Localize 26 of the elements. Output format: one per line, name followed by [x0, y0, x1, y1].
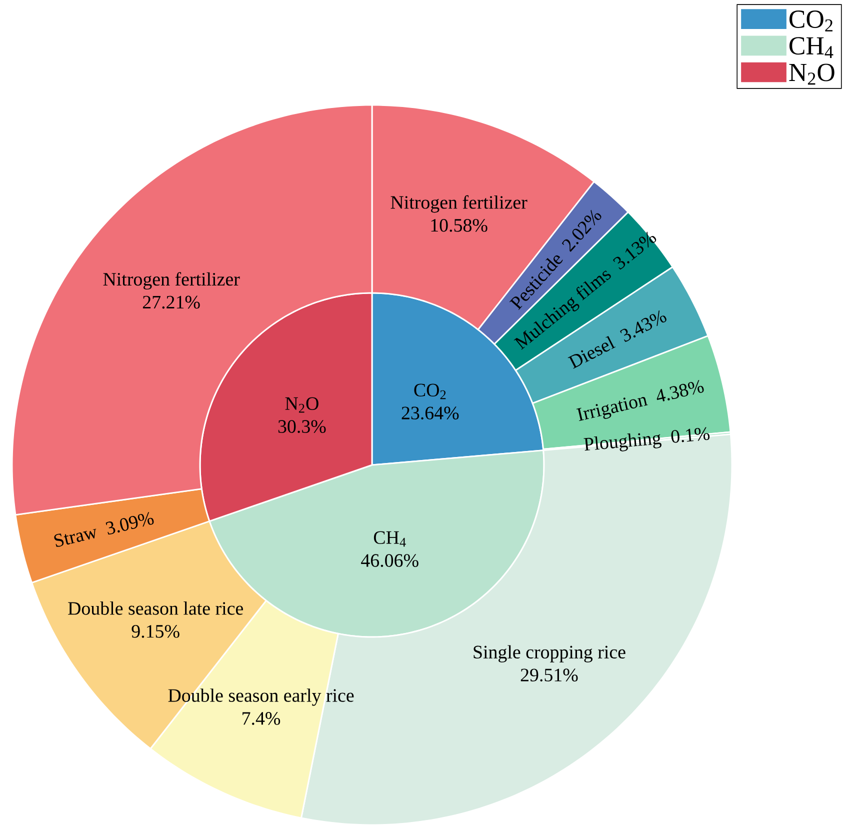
slice-label: Irrigation: [576, 396, 648, 421]
data-label: 9.15%: [132, 624, 180, 638]
slice-label: Double season early rice: [168, 688, 354, 706]
data-label: 3.09%: [106, 512, 154, 534]
data-label: 46.06%: [361, 554, 418, 567]
slice-label: Nitrogen fertilizer: [103, 272, 240, 290]
data-label: 30.3%: [278, 420, 326, 433]
data-label: 10.58%: [431, 218, 488, 232]
data-label: 23.64%: [402, 406, 459, 420]
data-label: 3.43%: [620, 310, 666, 342]
slice-label: Straw: [54, 528, 96, 547]
slice-label: Double season late rice: [68, 602, 243, 615]
data-label: 29.51%: [520, 668, 578, 682]
slice-label: CH$_{4}$: [374, 531, 406, 547]
data-label: 7.4%: [242, 712, 280, 725]
legend-label: CH$_{4}$: [789, 37, 834, 58]
data-label: 4.38%: [656, 380, 704, 402]
slice-label: Ploughing: [584, 433, 662, 452]
data-label: 0.1%: [671, 427, 710, 443]
legend-label: CO$_{2}$: [789, 10, 832, 32]
slice-label: Single cropping rice: [474, 645, 626, 662]
slice-label: N$_{2}$O: [285, 397, 318, 413]
slice-label: Nitrogen fertilizer: [390, 195, 528, 213]
legend-label: N$_{2}$O: [789, 64, 834, 85]
slice-label: CO$_{2}$: [414, 384, 446, 400]
data-label: 27.21%: [142, 296, 200, 309]
